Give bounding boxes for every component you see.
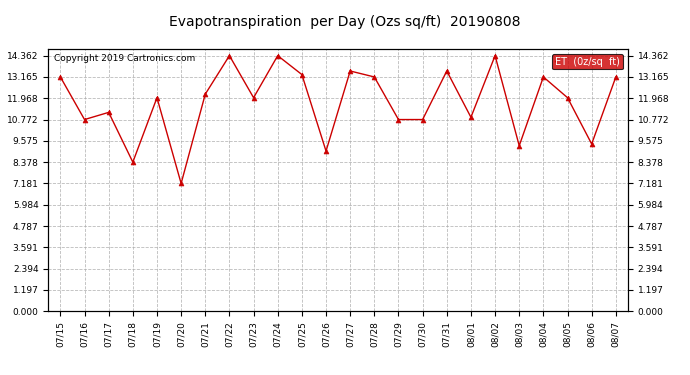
- Text: Evapotranspiration  per Day (Ozs sq/ft)  20190808: Evapotranspiration per Day (Ozs sq/ft) 2…: [169, 15, 521, 29]
- Text: Copyright 2019 Cartronics.com: Copyright 2019 Cartronics.com: [54, 54, 195, 63]
- Legend: ET  (0z/sq  ft): ET (0z/sq ft): [552, 54, 623, 69]
